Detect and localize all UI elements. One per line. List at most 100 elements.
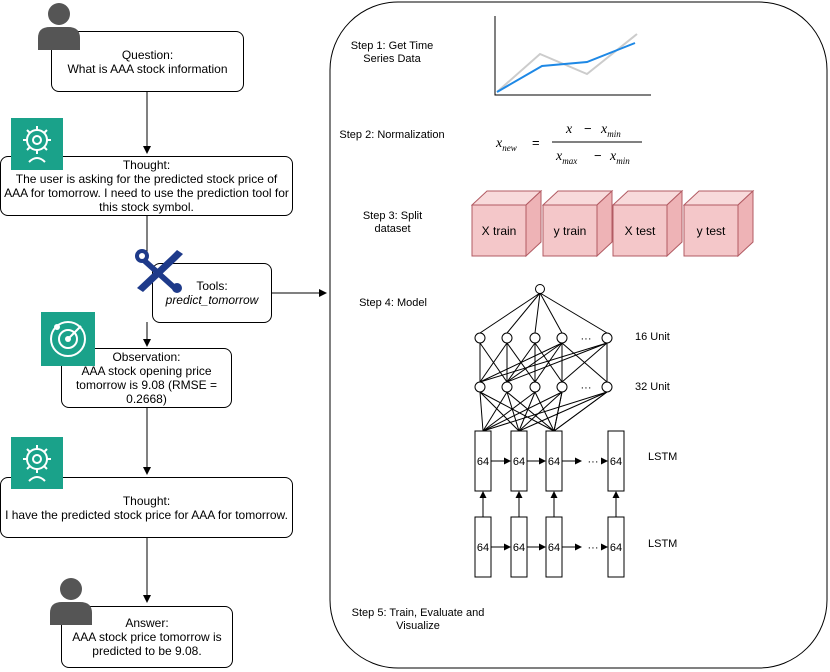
brain-gear-icon	[11, 437, 63, 489]
question-text: What is AAA stock information	[67, 61, 228, 76]
connection-line	[479, 391, 484, 432]
person-icon	[38, 3, 80, 50]
connection-line	[539, 292, 608, 334]
formula-x-top: x	[565, 122, 573, 137]
radar-icon	[41, 312, 95, 366]
lstm-upper-cell-label: 64	[548, 456, 560, 468]
connection-line	[479, 292, 541, 334]
dense-32-node	[474, 381, 486, 393]
formula-sub-max: max	[562, 156, 577, 166]
formula-minus-bottom: −	[594, 148, 602, 163]
lstm-lower-cell-label: 64	[548, 542, 560, 554]
dense-16-label: 16 Unit	[635, 331, 670, 343]
output-node	[535, 284, 545, 294]
formula-sub-min-bottom: min	[616, 156, 630, 166]
lstm-lower-cell-label: 64	[477, 542, 489, 554]
dense-16-node	[501, 332, 513, 344]
connection-line	[479, 391, 555, 432]
connection-line	[506, 292, 541, 334]
step-5-label: Step 5: Train, Evaluate and Visualize	[351, 607, 485, 632]
dense-32-node	[529, 381, 541, 393]
dense-32-node	[601, 381, 613, 393]
ellipsis: ···	[581, 333, 592, 345]
lstm-upper-cell-label: 64	[513, 456, 525, 468]
cube-x-test: X test	[612, 190, 684, 258]
cube-label: y test	[697, 224, 726, 238]
tools-box: Tools: predict_tomorrow	[152, 263, 272, 323]
thought-text-1: The user is asking for the predicted sto…	[4, 172, 289, 214]
connection-line	[534, 342, 563, 383]
normalization-formula: xnew = x − xmin xmax − xmin	[495, 121, 642, 166]
dense-16-node	[601, 332, 613, 344]
lstm-upper-label: LSTM	[648, 451, 678, 463]
time-series-chart	[494, 16, 651, 96]
step-4-label: Step 4: Model	[359, 297, 427, 309]
connection-line	[518, 391, 608, 432]
answer-text: AAA stock price tomorrow is predicted to…	[72, 630, 222, 658]
connection-line	[506, 342, 608, 383]
pipeline-panel	[329, 1, 828, 669]
ellipsis: ···	[581, 382, 592, 394]
formula-x: x	[495, 136, 503, 151]
svg-text:xnew: xnew	[495, 136, 517, 153]
connection-line	[482, 391, 536, 432]
ellipsis: ···	[588, 542, 599, 554]
lstm-upper-cell-label: 64	[477, 456, 489, 468]
thought-text-2: I have the predicted stock price for AAA…	[5, 507, 288, 522]
dense-16-node	[529, 332, 541, 344]
connection-line	[479, 342, 563, 383]
step-1-label: Step 1: Get Time Series Data	[350, 40, 434, 65]
cube-label: X train	[482, 224, 517, 238]
connection-line	[482, 391, 608, 432]
connection-line	[534, 292, 541, 334]
lstm-lower-cell-label: 64	[610, 542, 622, 554]
ellipsis: ···	[588, 456, 599, 468]
thought-label-1: Thought:	[122, 158, 171, 172]
question-label: Question:	[121, 47, 174, 62]
thought-label-2: Thought:	[122, 493, 171, 508]
dense-32-node	[556, 381, 568, 393]
tools-label: Tools:	[196, 279, 228, 293]
answer-box: Answer: AAA stock price tomorrow is pred…	[61, 606, 233, 668]
person-icon	[50, 578, 92, 625]
dense-32-node	[501, 381, 513, 393]
connection-line	[482, 391, 563, 432]
question-box: Question: What is AAA stock information	[51, 31, 244, 92]
observation-label: Observation:	[112, 350, 181, 364]
dense-16-node	[474, 332, 486, 344]
lstm-lower-label: LSTM	[648, 538, 678, 550]
cube-y-test: y test	[683, 190, 755, 258]
svg-text:xmin: xmin	[600, 122, 621, 139]
connection-line	[506, 391, 555, 432]
connection-line	[553, 391, 563, 432]
dense-16-node	[556, 332, 568, 344]
formula-sub-min-top: min	[607, 129, 621, 139]
tools-text: predict_tomorrow	[165, 293, 259, 307]
lstm-lower-cell-label: 64	[513, 542, 525, 554]
formula-equals: =	[532, 135, 540, 150]
connection-line	[482, 391, 508, 432]
formula-sub-new: new	[502, 143, 517, 153]
connection-line	[506, 342, 563, 383]
cube-x-train: X train	[471, 190, 543, 258]
tools-icon	[135, 249, 183, 293]
connection-line	[518, 391, 563, 432]
observation-text: AAA stock opening price tomorrow is 9.08…	[75, 364, 218, 406]
thought-box-1: Thought: The user is asking for the pred…	[0, 156, 293, 216]
connection-line	[479, 342, 608, 383]
step-2-label: Step 2: Normalization	[339, 129, 445, 141]
connection-line	[479, 342, 508, 383]
cube-label: X test	[625, 224, 656, 238]
connection-line	[539, 292, 563, 334]
connection-line	[479, 391, 520, 432]
cube-label: y train	[554, 224, 587, 238]
svg-text:xmax: xmax	[555, 149, 577, 166]
brain-gear-icon	[11, 118, 63, 170]
cube-y-train: y train	[542, 190, 614, 258]
connection-line	[553, 391, 608, 432]
connection-line	[518, 391, 536, 432]
svg-text:xmin: xmin	[609, 149, 630, 166]
answer-label: Answer:	[125, 616, 169, 630]
